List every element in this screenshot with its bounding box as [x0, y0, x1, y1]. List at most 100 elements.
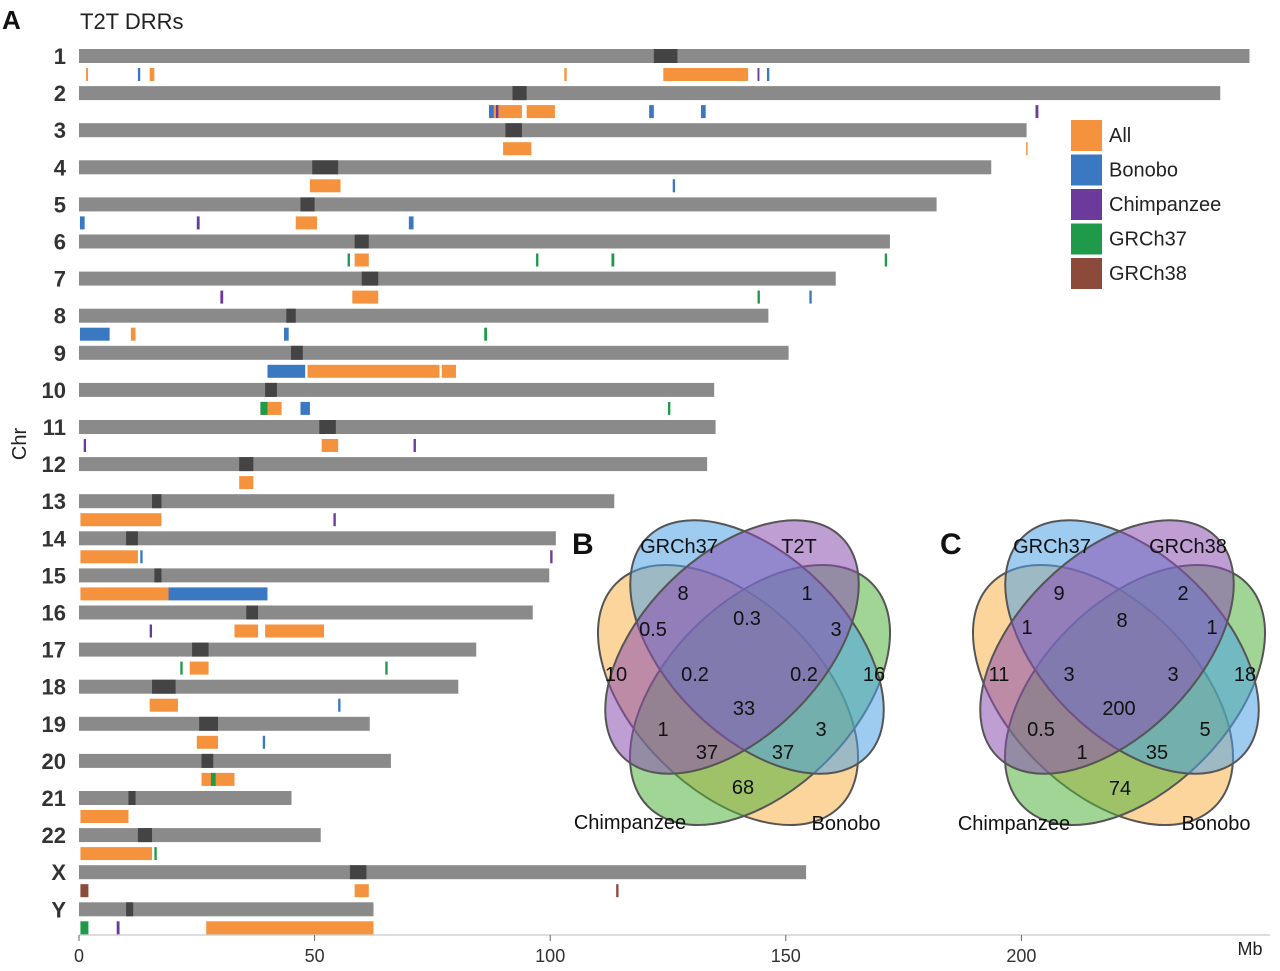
drr-region-all — [234, 624, 259, 638]
drr-region-all — [196, 735, 219, 749]
x-tick-label: 0 — [74, 946, 84, 966]
drr-region-all — [265, 624, 325, 638]
chromosome-8-centromere — [286, 308, 296, 323]
venn-b-value: 0.3 — [733, 608, 761, 630]
venn-b-label-grch37: GRCh37 — [640, 536, 718, 558]
chromosome-10-bar — [79, 382, 715, 397]
chromosome-label: 6 — [54, 230, 66, 255]
drr-region-all — [321, 439, 339, 452]
chromosome-Y-bar — [79, 902, 374, 917]
chromosome-Y-centromere — [126, 902, 134, 917]
drr-region-bonobo — [283, 327, 289, 341]
venn-c-value: 35 — [1146, 742, 1168, 764]
drr-region-chimpanzee — [413, 439, 416, 452]
legend-label: All — [1109, 125, 1131, 147]
venn-b-value: 16 — [863, 664, 885, 686]
venn-b-value: 1 — [657, 719, 668, 741]
drr-region-all — [663, 68, 749, 81]
drr-region-grch37 — [260, 401, 268, 415]
drr-region-bonobo — [672, 179, 676, 193]
drr-region-all — [307, 364, 440, 378]
ideogram-title: T2T DRRs — [80, 9, 184, 34]
chromosome-label: 19 — [42, 712, 66, 737]
drr-region-bonobo — [700, 105, 706, 119]
venn-c: C GRCh37 GRCh38 Chimpanzee Bonobo 9 2 11… — [940, 519, 1266, 835]
drr-region-all — [201, 772, 235, 786]
legend: All Bonobo Chimpanzee GRCh37 GRCh38 — [1071, 120, 1221, 289]
chromosome-1-centromere — [653, 49, 678, 63]
venn-c-value: 1 — [1076, 742, 1087, 764]
drr-region-bonobo — [262, 735, 266, 749]
chromosome-7-bar — [79, 271, 836, 286]
drr-region-grch37 — [611, 253, 615, 267]
panel-label-c: C — [940, 528, 962, 561]
venn-c-value: 3 — [1167, 664, 1178, 686]
chromosome-3-centromere — [505, 123, 522, 138]
chromosome-8-bar — [79, 308, 769, 323]
legend-swatch-grch37 — [1071, 223, 1102, 255]
drr-region-bonobo — [168, 587, 268, 601]
venn-c-value: 1 — [1206, 617, 1217, 639]
drr-region-all — [564, 68, 567, 81]
chromosome-label: 8 — [54, 304, 66, 329]
drr-region-all — [80, 513, 162, 527]
chromosome-X-centromere — [349, 865, 367, 880]
drr-region-bonobo — [300, 401, 310, 415]
drr-region-bonobo — [79, 216, 85, 230]
drr-region-bonobo — [338, 698, 341, 712]
chromosome-9-centromere — [291, 345, 303, 360]
venn-c-value: 1 — [1021, 617, 1032, 639]
chromosome-16-bar — [79, 605, 533, 620]
chromosome-6-bar — [79, 234, 890, 249]
x-tick-label: 150 — [771, 946, 801, 966]
venn-c-value: 5 — [1199, 719, 1210, 741]
chromosome-14-centromere — [126, 531, 138, 546]
venn-c-value: 200 — [1102, 698, 1135, 720]
chromosome-17-bar — [79, 642, 477, 657]
drr-region-all — [80, 587, 169, 601]
drr-region-all — [491, 105, 522, 119]
legend-swatch-bonobo — [1071, 154, 1102, 186]
chromosome-X-bar — [79, 865, 807, 880]
drr-region-grch37 — [484, 327, 488, 341]
drr-region-bonobo — [140, 550, 143, 564]
drr-region-all — [1026, 142, 1028, 156]
drr-region-chimpanzee — [196, 216, 200, 230]
venn-b-value: 37 — [696, 742, 718, 764]
drr-region-all — [352, 290, 379, 304]
drr-region-all — [526, 105, 555, 119]
chromosome-label: 22 — [42, 823, 66, 848]
venn-c-value: 3 — [1063, 664, 1074, 686]
venn-b-value: 10 — [605, 664, 627, 686]
drr-region-chimpanzee — [550, 550, 553, 564]
drr-region-grch37 — [347, 253, 350, 267]
drr-region-bonobo — [267, 364, 306, 378]
chromosome-10-centromere — [265, 382, 277, 397]
drr-region-all — [295, 216, 317, 230]
chromosome-12-bar — [79, 457, 708, 472]
drr-region-all — [130, 327, 136, 341]
panel-label-b: B — [572, 528, 594, 561]
venn-b-value: 0.5 — [639, 619, 667, 641]
chromosome-label: 14 — [42, 526, 67, 551]
drr-region-grch37 — [154, 847, 157, 861]
chromosome-5-bar — [79, 197, 937, 212]
chromosome-label: 16 — [42, 601, 66, 626]
drr-region-all — [86, 68, 88, 81]
drr-region-all — [503, 142, 532, 156]
chromosome-label: X — [51, 860, 66, 885]
chromosome-5-centromere — [300, 197, 315, 212]
chromosome-20-centromere — [201, 753, 214, 768]
drr-region-bonobo — [809, 290, 812, 304]
drr-region-all — [354, 253, 369, 267]
drr-region-grch37 — [668, 401, 671, 415]
x-tick-label: 200 — [1006, 946, 1036, 966]
drr-region-chimpanzee — [116, 921, 120, 935]
drr-region-chimpanzee — [220, 290, 224, 304]
venn-b-label-t2t: T2T — [781, 536, 817, 558]
drr-region-bonobo — [766, 68, 770, 81]
drr-region-all — [80, 550, 138, 564]
drr-region-all — [206, 921, 374, 935]
venn-b-value: 0.2 — [681, 664, 709, 686]
chromosome-3-bar — [79, 123, 1027, 138]
